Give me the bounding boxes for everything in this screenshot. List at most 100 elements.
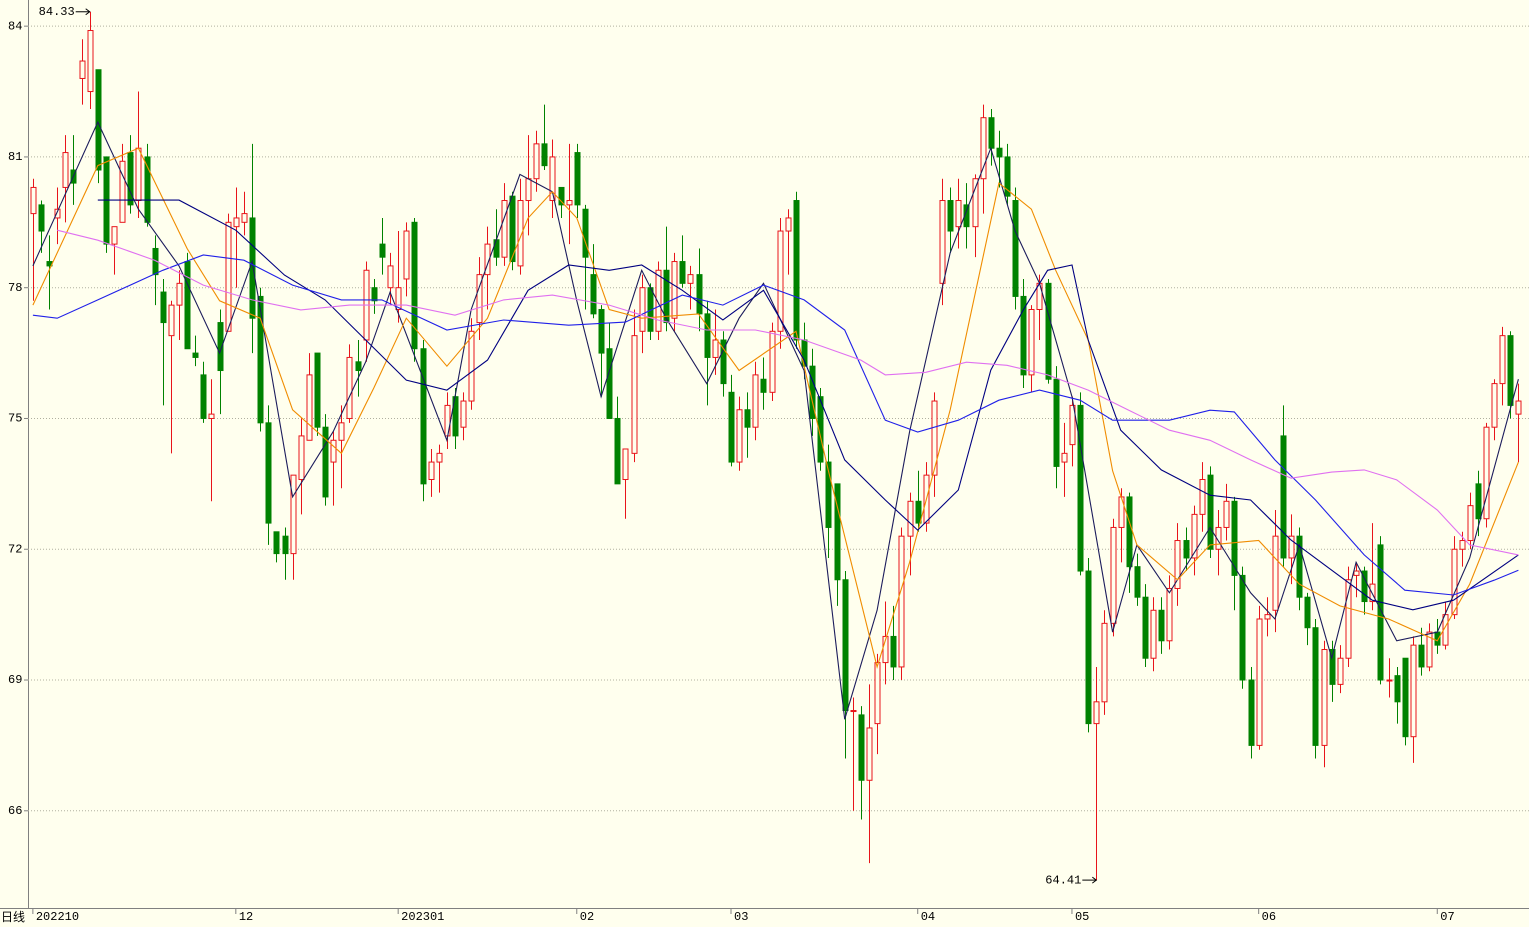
candle-down — [1329, 649, 1336, 685]
x-tick-label: 05 — [1075, 910, 1089, 924]
candle-up — [330, 439, 337, 463]
x-tick-label: 02 — [580, 910, 594, 924]
candle-up — [1459, 540, 1466, 550]
candle-up — [939, 200, 946, 284]
candle-up — [306, 374, 313, 441]
candle-up — [866, 727, 873, 781]
candle-down — [574, 152, 581, 206]
candle-down — [598, 308, 605, 354]
y-tick-label: 75 — [8, 412, 22, 426]
candle-down — [1053, 378, 1060, 467]
candle-down — [1183, 540, 1190, 559]
candle-down — [558, 186, 565, 206]
candle-up — [639, 287, 646, 332]
moving-average-line — [32, 120, 1519, 720]
candle-up — [1093, 701, 1100, 725]
candle-up — [898, 535, 905, 668]
moving-average-line — [32, 254, 1519, 596]
candle-down — [257, 295, 264, 424]
candle-up — [501, 200, 508, 258]
candle-down — [1158, 609, 1165, 642]
candle-down — [493, 239, 500, 258]
candle-down — [590, 274, 597, 315]
candle-down — [160, 291, 167, 324]
candle-up — [298, 435, 305, 481]
candle-down — [728, 391, 735, 463]
candle-up — [176, 282, 183, 306]
candle-up — [622, 448, 629, 481]
candle-down — [1207, 474, 1214, 550]
candle-up — [1483, 426, 1490, 520]
candle-down — [793, 200, 800, 341]
y-tick-label: 66 — [8, 804, 22, 818]
candle-up — [517, 200, 524, 267]
candle-down — [679, 261, 686, 284]
candle-down — [1361, 570, 1368, 603]
candle-down — [1231, 500, 1238, 576]
candle-up — [54, 208, 61, 219]
candle-up — [1467, 505, 1474, 542]
candle-up — [671, 261, 678, 319]
candle-down — [127, 152, 134, 206]
candle-up — [1174, 540, 1181, 589]
candle-down — [1377, 544, 1384, 681]
candle-up — [655, 269, 662, 332]
candle-up — [444, 404, 451, 437]
candle-up — [1166, 587, 1173, 642]
candle-down — [1304, 596, 1311, 629]
candle-up — [1272, 535, 1279, 611]
candle-up — [972, 178, 979, 228]
candle-up — [931, 400, 938, 476]
candle-down — [265, 422, 272, 524]
candle-down — [1045, 282, 1052, 380]
candle-down — [1085, 570, 1092, 725]
candle-down — [947, 200, 954, 232]
x-tick-label: 202301 — [401, 910, 444, 924]
candle-down — [38, 204, 45, 232]
candle-down — [200, 374, 207, 419]
candle-up — [752, 374, 759, 428]
candle-up — [62, 152, 69, 188]
candle-up — [1288, 535, 1295, 559]
candle-down — [355, 361, 362, 372]
candle-up — [484, 243, 491, 276]
x-tick-label: 202210 — [36, 910, 79, 924]
candle-down — [988, 117, 995, 149]
candle-up — [631, 335, 638, 454]
candle-up — [1191, 513, 1198, 559]
candle-up — [980, 117, 987, 180]
candle-up — [687, 274, 694, 284]
candle-up — [346, 356, 353, 419]
candle-up — [476, 274, 483, 324]
candle-up — [736, 409, 743, 463]
candle-up — [1110, 526, 1117, 624]
candle-down — [614, 417, 621, 485]
candle-up — [1353, 570, 1360, 576]
candle-up — [468, 330, 475, 402]
candle-down — [411, 221, 418, 350]
y-tick-label: 84 — [8, 19, 22, 33]
annotation-arrowhead — [85, 8, 91, 16]
candle-down — [704, 313, 711, 358]
candle-down — [996, 147, 1003, 158]
annotation-label: 64.41 — [1045, 873, 1081, 887]
candle-down — [1004, 156, 1011, 197]
candle-up — [1426, 631, 1433, 668]
candle-down — [217, 322, 224, 372]
candle-up — [79, 60, 86, 79]
candle-down — [282, 535, 289, 555]
candle-down — [95, 69, 102, 171]
candle-down — [663, 269, 670, 324]
candle-down — [825, 461, 832, 528]
candle-up — [1150, 609, 1157, 659]
candle-up — [1028, 308, 1035, 376]
candle-down — [720, 339, 727, 385]
candle-down — [834, 483, 841, 581]
candle-down — [1434, 631, 1441, 646]
candle-up — [208, 413, 215, 419]
candle-up — [119, 160, 126, 223]
candle-down — [1475, 483, 1482, 520]
candle-down — [1296, 535, 1303, 598]
